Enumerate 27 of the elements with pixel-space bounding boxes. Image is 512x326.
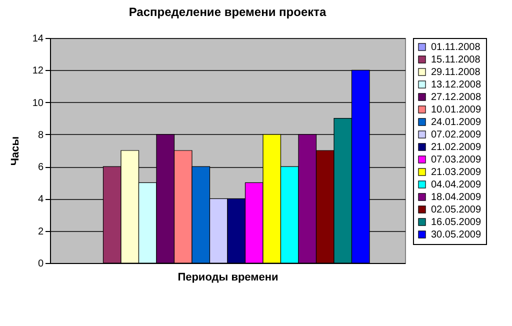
y-tick-label: 14 (32, 34, 44, 44)
chart-title: Распределение времени проекта (128, 5, 327, 19)
y-tick-label: 12 (32, 66, 44, 77)
legend-label: 21.02.2009 (431, 142, 482, 153)
y-tick-label: 10 (32, 98, 44, 109)
legend-label: 18.04.2009 (431, 192, 482, 203)
legend-label: 15.11.2008 (431, 54, 481, 66)
legend-label: 07.02.2009 (431, 130, 482, 140)
legend-label: 29.11.2008 (431, 67, 481, 78)
legend-label: 04.04.2009 (431, 180, 482, 190)
legend-label: 01.11.2008 (431, 42, 481, 53)
legend-label: 02.05.2009 (431, 204, 482, 216)
y-tick-label: 2 (38, 226, 44, 238)
y-tick-label: 8 (38, 130, 44, 141)
legend-label: 30.05.2009 (431, 230, 482, 240)
y-axis-title: Часы (9, 136, 22, 166)
y-tick-label: 4 (38, 194, 44, 206)
legend-label: 21.03.2009 (431, 167, 482, 178)
legend-label: 07.03.2009 (431, 154, 482, 166)
legend-label: 13.12.2008 (431, 80, 482, 90)
legend-label: 24.01.2009 (431, 117, 482, 128)
y-tick-label: 6 (38, 162, 44, 174)
y-tick-label: 0 (38, 258, 44, 270)
legend-label: 27.12.2008 (431, 92, 482, 103)
legend-label: 16.05.2009 (431, 217, 482, 228)
x-axis-title: Периоды времени (178, 272, 278, 284)
legend-label: 10.01.2009 (431, 104, 482, 116)
